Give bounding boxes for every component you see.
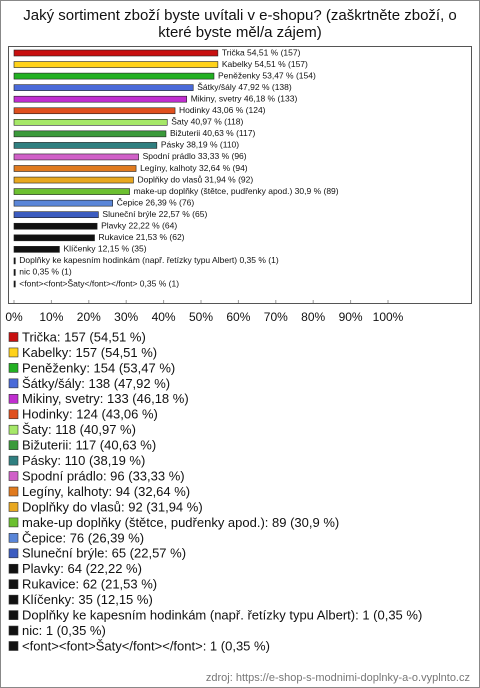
- legend-label: Plavky: 64 (22,22 %): [22, 561, 142, 576]
- x-tick-label: 40%: [152, 310, 176, 324]
- legend-label: Bižuterii: 117 (40,63 %): [22, 438, 156, 453]
- legend-label: Trička: 157 (54,51 %): [22, 329, 146, 344]
- data-label: make-up doplňky (štětce, pudřenky apod.)…: [134, 186, 339, 196]
- legend-swatch: [8, 625, 19, 636]
- legend-swatch: [8, 471, 19, 481]
- bar: [13, 165, 137, 172]
- data-label: Čepice 26,39 % (76): [117, 197, 195, 207]
- data-label: Kabelky 54,51 % (157): [222, 59, 308, 69]
- bar: [13, 176, 134, 184]
- data-label: Rukavice 21,53 % (62): [99, 232, 185, 242]
- legend-swatch: [8, 440, 19, 450]
- x-tick-label: 50%: [189, 310, 213, 324]
- legend-label: Spodní prádlo: 96 (33,33 %): [22, 468, 185, 483]
- legend-label: Šaty: 118 (40,97 %): [22, 422, 136, 437]
- legend-label: Hodinky: 124 (43,06 %): [22, 407, 158, 422]
- legend-label: Mikiny, svetry: 133 (46,18 %): [22, 391, 189, 406]
- legend-label: nic: 1 (0,35 %): [22, 623, 106, 638]
- bar: [13, 222, 98, 230]
- legend-label: make-up doplňky (štětce, pudřenky apod.)…: [22, 515, 339, 530]
- bar: [13, 142, 158, 149]
- legend-swatch: [8, 486, 19, 497]
- legend-label: Klíčenky: 35 (12,15 %): [22, 592, 153, 607]
- bar: [13, 211, 99, 218]
- x-tick-label: 20%: [77, 310, 101, 324]
- data-label: Peněženky 53,47 % (154): [218, 70, 316, 80]
- legend-swatch: [8, 393, 19, 404]
- bar: [13, 130, 167, 138]
- x-tick-label: 70%: [264, 310, 288, 324]
- data-label: Klíčenky 12,15 % (35): [63, 244, 146, 254]
- data-label: Pásky 38,19 % (110): [161, 140, 239, 150]
- legend-label: Pásky: 110 (38,19 %): [22, 453, 145, 468]
- bar: [13, 84, 194, 91]
- data-label: Sluneční brýle 22,57 % (65): [102, 209, 207, 219]
- legend-label: Kabelky: 157 (54,51 %): [22, 345, 157, 360]
- legend-label: Šátky/šály: 138 (47,92 %): [22, 376, 170, 391]
- chart-title: Jaký sortiment zboží byste uvítali v e-s…: [23, 7, 457, 41]
- legend-swatch: [8, 363, 19, 373]
- bar: [13, 95, 188, 103]
- data-label: Doplňky do vlasů 31,94 % (92): [137, 174, 253, 184]
- data-label: nic 0,35 % (1): [19, 267, 72, 277]
- bar: [13, 269, 16, 276]
- bar: [13, 280, 16, 288]
- data-label: Spodní prádlo 33,33 % (96): [143, 151, 247, 161]
- data-label: <font><font>Šaty</font></font> 0,35 % (1…: [19, 278, 179, 288]
- data-label: Bižuterii 40,63 % (117): [170, 128, 256, 138]
- legend-swatch: [8, 563, 19, 574]
- bar: [13, 49, 219, 57]
- legend-label: Sluneční brýle: 65 (22,57 %): [22, 546, 186, 561]
- legend-swatch: [8, 378, 19, 389]
- legend-label: Čepice: 76 (26,39 %): [22, 530, 144, 545]
- data-label: Doplňky ke kapesním hodinkám (např. řetí…: [19, 255, 279, 265]
- legend-swatch: [8, 455, 19, 466]
- x-tick-label: 0%: [5, 310, 23, 324]
- bar: [13, 234, 95, 242]
- x-tick-label: 80%: [301, 310, 325, 324]
- legend-label: Legíny, kalhoty: 94 (32,64 %): [22, 484, 190, 499]
- data-label: Mikiny, svetry 46,18 % (133): [191, 93, 298, 103]
- legend-swatch: [8, 641, 19, 651]
- legend-swatch: [8, 517, 19, 528]
- bar: [13, 257, 16, 265]
- x-tick-label: 10%: [39, 310, 63, 324]
- legend-swatch: [8, 424, 19, 435]
- legend-swatch: [8, 610, 19, 620]
- bar: [13, 107, 176, 115]
- data-label: Plavky 22,22 % (64): [101, 221, 177, 231]
- x-tick-label: 60%: [226, 310, 250, 324]
- data-label: Trička 54,51 % (157): [222, 47, 301, 57]
- bar: [13, 61, 219, 68]
- legend-swatch: [8, 594, 19, 605]
- x-tick-label: 30%: [114, 310, 138, 324]
- bar: [13, 246, 60, 253]
- data-label: Šaty 40,97 % (118): [171, 117, 243, 127]
- legend-swatch: [8, 548, 19, 559]
- legend-label: Doplňky ke kapesním hodinkám (např. řetí…: [22, 608, 422, 623]
- bar: [13, 119, 168, 126]
- bar: [13, 199, 113, 207]
- legend-label: Rukavice: 62 (21,53 %): [22, 577, 157, 592]
- data-label: Šátky/šály 47,92 % (138): [197, 82, 292, 92]
- legend-label: Peněženky: 154 (53,47 %): [22, 360, 175, 375]
- legend-swatch: [8, 347, 19, 358]
- source: zdroj: https://e-shop-s-modnimi-doplnky-…: [206, 672, 470, 684]
- legend-swatch: [8, 533, 19, 543]
- legend-label: Doplňky do vlasů: 92 (31,94 %): [22, 499, 203, 514]
- bar: [13, 153, 139, 161]
- legend-swatch: [8, 502, 19, 512]
- bar: [13, 72, 215, 80]
- legend-label: <font><font>Šaty</font></font>: 1 (0,35 …: [22, 638, 270, 653]
- bar: [13, 188, 130, 195]
- legend-swatch: [8, 332, 19, 342]
- data-label: Legíny, kalhoty 32,64 % (94): [140, 163, 248, 173]
- legend-swatch: [8, 409, 19, 420]
- x-tick-label: 100%: [373, 310, 404, 324]
- legend-swatch: [8, 579, 19, 590]
- data-label: Hodinky 43,06 % (124): [179, 105, 266, 115]
- x-tick-label: 90%: [339, 310, 363, 324]
